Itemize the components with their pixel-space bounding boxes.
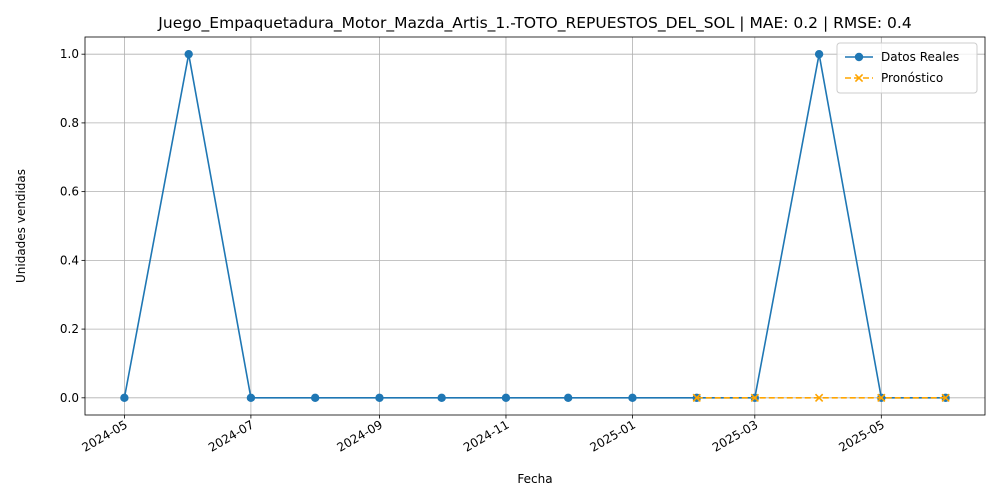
data-point: [246, 393, 256, 403]
x-tick-label: 2025-05: [836, 417, 886, 454]
marker-stroke: [814, 393, 824, 402]
data-point: [814, 49, 824, 59]
data-point: [854, 52, 864, 62]
marker-stroke: [941, 393, 950, 402]
y-tick-label: 0.6: [60, 185, 79, 199]
x-tick-label: 2024-11: [461, 417, 511, 454]
legend: Datos Reales Pronóstico: [836, 42, 978, 94]
legend-item: Datos Reales: [845, 50, 959, 64]
x-tick-label: 2025-03: [710, 417, 760, 454]
y-axis-label: Unidades vendidas: [14, 169, 28, 283]
chart-title: Juego_Empaquetadura_Motor_Mazda_Artis_1.…: [157, 14, 911, 33]
data-point: [814, 393, 824, 402]
data-point: [941, 393, 950, 402]
data-point: [375, 393, 384, 403]
marker-stroke: [854, 73, 864, 83]
x-tick-label: 2024-09: [335, 417, 385, 454]
legend-item: Pronóstico: [845, 71, 943, 85]
data-point: [437, 393, 446, 403]
x-tick-label: 2024-05: [79, 417, 129, 454]
y-tick-label: 0.0: [60, 391, 79, 405]
y-tick-label: 0.2: [60, 322, 79, 336]
x-axis-label: Fecha: [517, 472, 552, 486]
marker-stroke: [692, 393, 701, 402]
legend-box: [836, 42, 978, 94]
plot-area: [85, 37, 985, 415]
data-point: [563, 393, 573, 403]
y-tick-label: 0.8: [60, 116, 79, 130]
marker-stroke: [877, 393, 886, 402]
data-point: [877, 393, 886, 402]
data-point: [692, 393, 701, 402]
series-layer: [120, 49, 950, 403]
data-point: [120, 393, 129, 403]
marker-stroke: [750, 393, 759, 402]
data-point: [501, 393, 511, 403]
axes-frame: [84, 36, 986, 416]
data-point: [750, 393, 759, 402]
y-tick-label: 0.4: [60, 253, 79, 267]
data-point: [854, 73, 864, 83]
data-point: [310, 393, 320, 403]
legend-label: Datos Reales: [881, 50, 959, 64]
series-line: [123, 54, 946, 399]
data-point: [628, 393, 637, 403]
x-tick-label: 2025-01: [588, 417, 638, 454]
grid: [85, 37, 985, 415]
legend-label: Pronóstico: [881, 71, 943, 85]
x-tick-label: 2024-07: [206, 417, 256, 454]
data-point: [184, 49, 193, 59]
y-tick-label: 1.0: [60, 47, 79, 61]
series-forecast: [692, 393, 950, 402]
